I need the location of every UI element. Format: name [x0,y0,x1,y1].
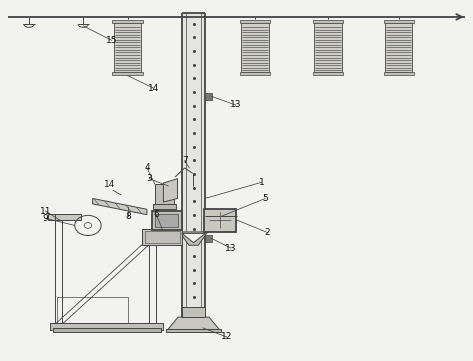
Bar [113,72,143,75]
Bar [145,231,180,243]
Bar [384,20,414,23]
Bar [313,20,343,23]
Bar [240,20,270,23]
Bar [313,72,343,75]
Polygon shape [179,232,208,245]
Bar [53,328,161,331]
Bar [241,23,269,72]
Bar [57,297,128,322]
Text: 7: 7 [182,156,187,165]
Bar [182,307,205,317]
Bar [153,204,176,209]
Text: 12: 12 [221,332,232,342]
Bar [166,329,221,331]
Text: 5: 5 [263,194,268,203]
Bar [315,23,342,72]
Text: 11: 11 [40,206,51,216]
Bar [204,209,236,232]
Bar [152,211,182,230]
Bar [205,235,211,242]
Bar [55,214,81,220]
Text: 14: 14 [104,180,115,189]
Bar [114,23,141,72]
Text: 15: 15 [106,36,117,45]
Text: 1: 1 [259,178,264,187]
Text: 9: 9 [43,214,48,223]
Bar [240,72,270,75]
Text: 8: 8 [125,212,131,221]
Bar [155,184,174,204]
Bar [113,20,143,23]
Bar [50,323,163,330]
Bar [156,214,178,227]
Text: 13: 13 [225,244,236,253]
Text: 4: 4 [144,164,150,173]
Polygon shape [163,179,177,202]
Bar [48,214,74,220]
Text: 6: 6 [153,210,159,219]
Bar [384,72,414,75]
Text: 13: 13 [230,100,241,109]
Text: 3: 3 [146,174,152,183]
Polygon shape [93,199,147,215]
Polygon shape [182,233,205,243]
Bar [182,13,205,331]
Bar [205,93,211,100]
Polygon shape [167,317,219,330]
Text: 14: 14 [148,84,159,92]
Text: 2: 2 [265,228,271,237]
Bar [142,229,182,245]
Bar [385,23,412,72]
